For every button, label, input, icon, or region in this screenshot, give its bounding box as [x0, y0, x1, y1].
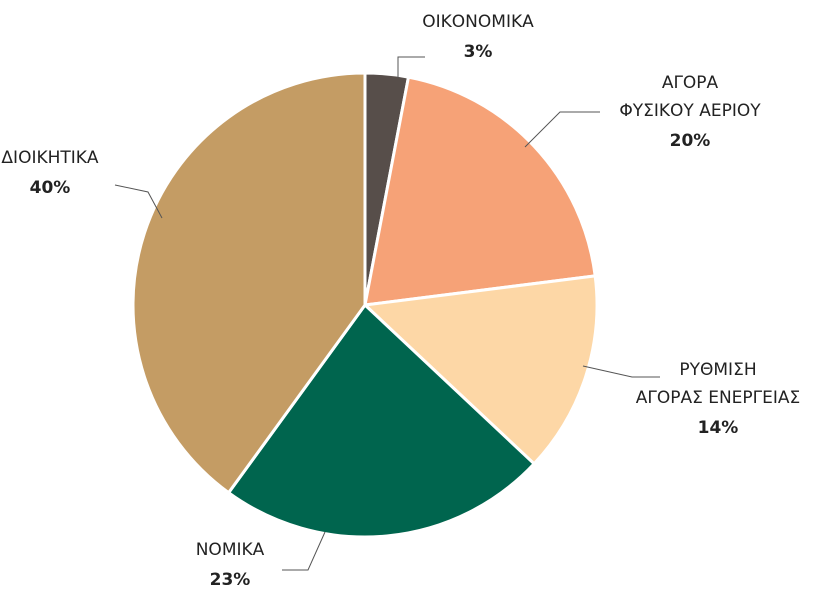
- leader-line: [397, 56, 425, 78]
- value-label: 20%: [670, 131, 711, 151]
- leader-line: [524, 111, 600, 148]
- pie-slice: [226, 302, 537, 539]
- leader-line: [582, 365, 660, 378]
- label-line: ΟΙΚΟΝΟΜΙΚΑ: [422, 12, 534, 32]
- value-label: 40%: [30, 178, 71, 198]
- label-line: ΑΓΟΡΑ: [662, 73, 719, 93]
- slice-label: ΑΓΟΡΑ ΦΥΣΙΚΟΥ ΑΕΡΙΟΥ: [619, 73, 761, 121]
- slice-label: ΔΙΟΙΚΗΤΙΚΑ: [1, 148, 99, 168]
- label-line: ΝΟΜΙΚΑ: [196, 540, 265, 560]
- leader-line: [282, 531, 326, 571]
- value-label: 14%: [698, 418, 739, 438]
- slice-label: ΟΙΚΟΝΟΜΙΚΑ: [422, 12, 534, 32]
- leader-line: [114, 184, 163, 219]
- slice-label: ΡΥΘΜΙΣΗ ΑΓΟΡΑΣ ΕΝΕΡΓΕΙΑΣ: [636, 360, 801, 408]
- value-label: 23%: [210, 570, 251, 589]
- label-line: ΡΥΘΜΙΣΗ: [679, 360, 756, 380]
- label-line: ΑΓΟΡΑΣ ΕΝΕΡΓΕΙΑΣ: [636, 388, 801, 408]
- value-label: 3%: [464, 42, 493, 62]
- label-line: ΔΙΟΙΚΗΤΙΚΑ: [1, 148, 99, 168]
- slice-label: ΝΟΜΙΚΑ: [196, 540, 265, 560]
- label-line: ΦΥΣΙΚΟΥ ΑΕΡΙΟΥ: [619, 101, 761, 121]
- pie-slice: [131, 71, 367, 495]
- pie-slice: [361, 274, 599, 466]
- pie-slice: [363, 75, 597, 307]
